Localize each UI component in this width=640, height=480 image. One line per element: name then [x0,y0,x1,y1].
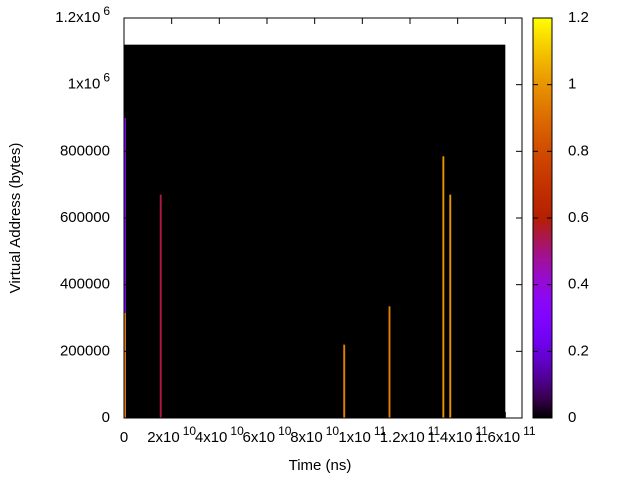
x-tick-label: 6x10 10 [243,424,292,446]
heatmap-cell [343,344,346,418]
tick-mantissa: 1x10 [68,76,101,93]
heatmap-cell [124,118,126,418]
heatmap-cell [442,156,445,419]
heatmap-cell [159,194,162,418]
tick-exponent: 10 [183,424,197,438]
x-tick-label: 1x10 11 [338,424,386,446]
colorbar-tick-label: 0.4 [568,276,589,293]
heatmap-cell [124,44,506,419]
tick-mantissa: 1.6x10 [475,429,520,446]
tick-exponent: 11 [523,424,536,438]
tick-exponent: 6 [103,4,110,18]
tick-exponent: 11 [374,424,387,438]
colorbar-tick-label: 0.6 [568,209,589,226]
tick-mantissa: 2x10 [147,429,180,446]
x-tick-label: 8x10 10 [290,424,339,446]
tick-mantissa: 1.2x10 [380,429,425,446]
x-tick-label: 2x10 10 [147,424,196,446]
tick-exponent: 11 [475,424,488,438]
heatmap-cell [388,306,391,418]
y-tick-label: 1x10 6 [68,71,111,93]
tick-exponent: 10 [278,424,292,438]
x-tick-label: 1.6x10 11 [475,424,536,446]
y-axis-label: Virtual Address (bytes) [7,143,24,294]
colorbar-tick-label: 1 [568,76,576,93]
colorbar-tick-label: 0.2 [568,342,589,359]
tick-mantissa: 1x10 [338,429,371,446]
x-axis-label: Time (ns) [289,457,352,474]
tick-exponent: 11 [428,424,441,438]
heatmap-cell [124,313,126,418]
colorbar-tick-label: 1.2 [568,9,589,26]
x-tick-label: 1.2x10 11 [380,424,441,446]
colorbar-tick-label: 0.8 [568,142,589,159]
x-tick-label: 4x10 10 [195,424,244,446]
tick-exponent: 6 [103,71,110,85]
tick-mantissa: 8x10 [290,429,323,446]
tick-mantissa: 6x10 [243,429,276,446]
x-tick-label: 1.4x10 11 [427,424,488,446]
y-tick-label: 800000 [60,142,110,159]
y-tick-label: 200000 [60,342,110,359]
y-tick-label: 0 [102,409,110,426]
y-tick-label: 400000 [60,276,110,293]
heatmap-cell [449,194,452,418]
tick-mantissa: 1.2x10 [55,9,100,26]
x-tick-label: 0 [120,429,128,446]
colorbar-tick-label: 0 [568,409,576,426]
y-tick-label: 1.2x10 6 [55,4,110,26]
tick-exponent: 10 [230,424,244,438]
tick-mantissa: 4x10 [195,429,228,446]
y-tick-label: 600000 [60,209,110,226]
tick-mantissa: 1.4x10 [427,429,472,446]
tick-exponent: 10 [326,424,340,438]
